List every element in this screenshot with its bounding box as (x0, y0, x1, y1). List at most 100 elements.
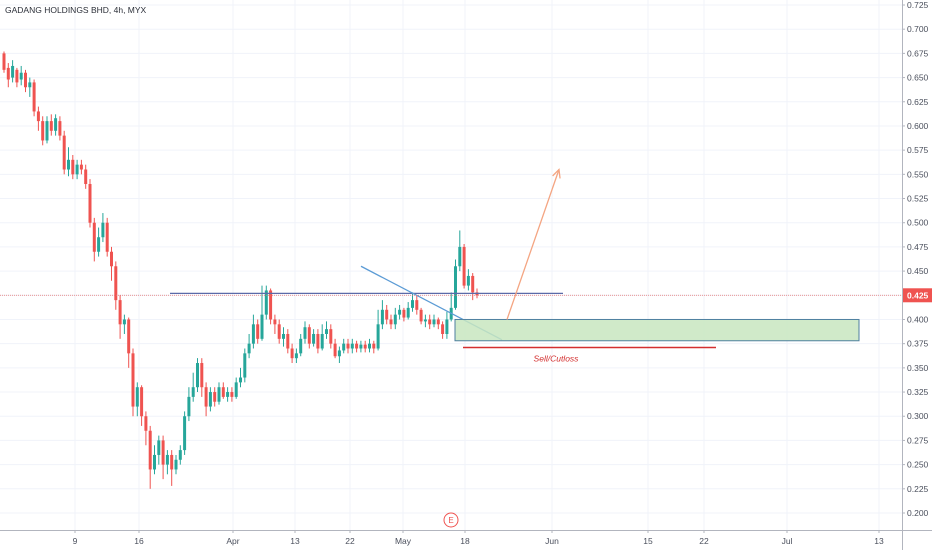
candle (264, 285, 268, 320)
price-tick-label: 0.500 (907, 218, 929, 228)
candle-body (110, 251, 113, 267)
candle (187, 387, 191, 422)
candles-group (2, 51, 479, 489)
price-tick-label: 0.650 (907, 73, 929, 83)
price-tick-label: 0.275 (907, 435, 929, 445)
candle-body (466, 275, 470, 286)
candle-body (2, 53, 6, 70)
candle-body (32, 82, 36, 112)
candle-body (101, 222, 105, 238)
candle (19, 65, 23, 86)
candle (32, 79, 36, 117)
candle (54, 114, 58, 136)
candle (165, 450, 169, 475)
event-circle-icon[interactable] (443, 512, 459, 528)
earnings-event-marker[interactable]: E (443, 512, 459, 528)
candle (307, 324, 311, 349)
candle (389, 314, 393, 330)
candle (432, 314, 436, 328)
price-tick-label: 0.550 (907, 169, 929, 179)
candle (359, 340, 363, 353)
candle-body (6, 67, 10, 80)
candle-body (54, 118, 58, 131)
support-zone-box[interactable] (454, 318, 860, 342)
candle (376, 309, 380, 351)
price-axis[interactable]: 0.725 0.700 0.675 0.650 0.625 0.600 0.575 0.550… (902, 0, 932, 550)
time-tick-label: Jul (782, 536, 793, 546)
candle-body (230, 392, 234, 397)
candle (36, 106, 40, 131)
candle (135, 382, 139, 417)
candle-body (157, 440, 161, 455)
price-tick-label: 0.225 (907, 484, 929, 494)
candle-body (380, 309, 384, 325)
candle-body (105, 222, 109, 252)
candle (312, 329, 316, 347)
candle (105, 217, 109, 257)
candle (226, 387, 230, 402)
candle-body (290, 348, 294, 359)
candle (269, 288, 273, 325)
time-tick-label: 22 (345, 536, 355, 546)
price-tick-label: 0.250 (907, 460, 929, 470)
candle (402, 307, 406, 322)
chart-title: GADANG HOLDINGS BHD, 4h, MYX (5, 5, 147, 15)
candle-body (204, 387, 208, 407)
candle (24, 69, 27, 93)
candle-body (187, 396, 191, 417)
candle-body (247, 343, 251, 354)
candle-body (355, 343, 359, 349)
time-axis[interactable]: Mar916Apr1322May18Jun1522Jul13 (0, 530, 932, 550)
candle (200, 358, 204, 397)
candle (423, 314, 427, 328)
candle (406, 302, 410, 320)
candle (277, 319, 281, 344)
candle-body (385, 309, 389, 320)
candle (62, 130, 66, 175)
candle (282, 327, 285, 347)
target-arrow-shaft[interactable] (506, 169, 560, 320)
candle (221, 382, 225, 399)
time-tick-label: 15 (643, 536, 653, 546)
time-tick-label: 9 (73, 536, 78, 546)
candle-body (445, 319, 449, 334)
candle (316, 329, 320, 354)
candle-body (359, 344, 363, 349)
candle-body (376, 324, 380, 349)
current-price-badge: 0.425 (903, 288, 932, 303)
candle-body (462, 246, 466, 286)
candle-body (71, 159, 75, 175)
candle-body (320, 333, 324, 349)
time-tick-label: 16 (134, 536, 144, 546)
time-tick-label: 13 (874, 536, 884, 546)
candle (230, 387, 234, 402)
candle (256, 319, 260, 344)
candle-body (325, 329, 328, 334)
candle-body (148, 430, 152, 470)
candle-body (24, 72, 27, 88)
price-tick-label: 0.450 (907, 266, 929, 276)
candle (79, 159, 83, 175)
candle (144, 411, 148, 446)
candle (466, 269, 470, 291)
candle-body (67, 159, 70, 170)
candle-body (221, 387, 225, 397)
candle (170, 450, 174, 486)
candle (2, 51, 6, 73)
candle-body (28, 82, 32, 88)
candle-body (307, 327, 311, 344)
price-tick-label: 0.350 (907, 363, 929, 373)
time-tick-label: 22 (699, 536, 709, 546)
time-tick-label: Jun (545, 536, 559, 546)
candle-body (393, 314, 397, 325)
candle-body (178, 450, 182, 460)
candle (419, 307, 423, 325)
candle-body (368, 343, 371, 349)
candle (380, 300, 384, 330)
candle-body (256, 324, 260, 339)
candle-body (273, 319, 277, 325)
candle-body (153, 454, 156, 470)
candle (273, 314, 277, 334)
